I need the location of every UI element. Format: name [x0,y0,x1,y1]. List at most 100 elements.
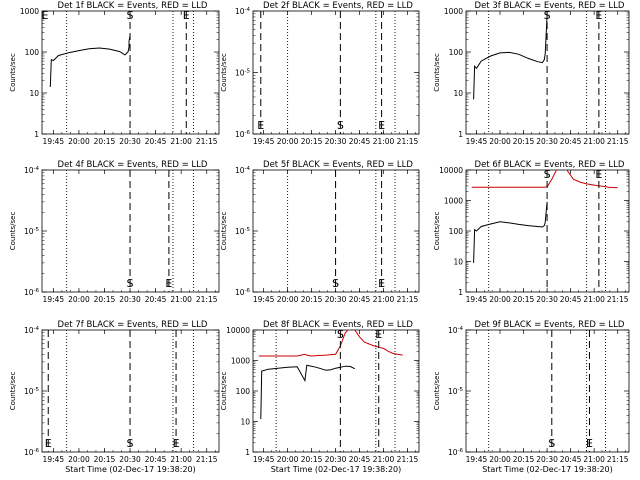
x-tick-label: 21:00 [373,137,395,146]
x-tick-label: 21:00 [373,455,395,464]
x-tick-label: 20:45 [145,295,167,304]
x-tick-label: 20:30 [119,295,141,304]
y-tick-label: 10 [29,89,39,98]
events-series-line [473,201,548,263]
y-tick-label: 10-6 [448,448,464,457]
x-tick-label: 20:00 [277,137,299,146]
chart-title: Det 9f BLACK = Events, RED = LLD [475,320,625,330]
x-tick-label: 21:15 [397,295,419,304]
x-tick-label: 20:00 [68,455,90,464]
plot-frame [465,329,630,453]
y-tick-label: 10 [453,258,463,267]
event-marker-label: S [127,9,134,22]
event-marker-label: S [332,277,339,290]
y-tick-label: 1 [34,130,39,139]
plot-frame [252,329,420,453]
event-marker-label: E [375,328,382,341]
x-tick-label: 20:00 [489,295,511,304]
x-tick-label: 19:45 [43,137,65,146]
x-tick-label: 20:30 [536,455,558,464]
x-tick-label: 20:00 [489,455,511,464]
chart-panel-6: Det 6f BLACK = Events, RED = LLD Counts/s… [433,160,630,304]
x-tick-label: 20:15 [94,295,116,304]
event-marker-label: E [165,277,172,290]
event-marker-label: E [42,9,49,22]
y-axis-label: Counts/sec [433,212,441,251]
y-tick-label: 10 [453,89,463,98]
x-tick-label: 20:00 [277,455,299,464]
x-tick-label: 19:45 [253,295,275,304]
x-tick-label: 21:15 [196,137,218,146]
x-tick-label: 21:00 [170,455,192,464]
y-tick-label: 100 [449,227,464,236]
y-tick-label: 10-5 [448,387,464,396]
y-tick-label: 1 [458,288,463,297]
event-marker-label: S [127,277,134,290]
x-tick-label: 20:30 [119,455,141,464]
y-axis-label: Counts/sec [433,372,441,411]
x-tick-label: 20:15 [513,455,535,464]
x-tick-label: 20:15 [94,137,116,146]
x-tick-label: 20:45 [349,455,371,464]
x-axis-label: Start Time (02-Dec-17 19:38:20) [482,465,613,474]
x-tick-label: 21:15 [196,295,218,304]
x-tick-label: 20:45 [349,295,371,304]
x-tick-label: 20:15 [513,137,535,146]
y-tick-label: 1000 [444,197,463,206]
event-marker-label: E [378,119,385,132]
event-marker-label: S [337,119,344,132]
x-tick-label: 20:45 [145,137,167,146]
x-tick-label: 19:45 [466,455,488,464]
y-tick-label: 10-4 [448,326,464,335]
y-axis-label: Counts/sec [220,372,228,411]
event-marker-label: E [257,119,264,132]
chart-title: Det 5f BLACK = Events, RED = LLD [263,160,413,170]
y-tick-label: 1 [245,448,250,457]
chart-title: Det 6f BLACK = Events, RED = LLD [475,160,625,170]
event-marker-label: E [45,437,52,450]
x-tick-label: 20:30 [536,295,558,304]
y-tick-label: 1000 [231,357,250,366]
x-tick-label: 21:15 [607,137,629,146]
x-tick-label: 20:30 [536,137,558,146]
x-tick-label: 19:45 [253,137,275,146]
y-axis-label: Counts/sec [220,212,228,251]
y-tick-label: 10-6 [24,288,40,297]
x-tick-label: 20:30 [325,295,347,304]
x-tick-label: 20:15 [301,137,323,146]
y-tick-label: 10-5 [24,387,40,396]
x-tick-label: 21:15 [397,137,419,146]
chart-panel-5: Det 5f BLACK = Events, RED = LLD Counts/s… [220,160,420,304]
event-marker-label: S [127,437,134,450]
y-tick-label: 1000 [444,7,463,16]
y-tick-label: 10-5 [235,227,251,236]
event-marker-label: S [544,168,551,181]
x-tick-label: 20:00 [68,137,90,146]
x-tick-label: 21:00 [583,455,605,464]
x-tick-label: 20:15 [301,295,323,304]
x-tick-label: 20:15 [513,295,535,304]
x-tick-label: 20:30 [325,137,347,146]
x-tick-label: 20:30 [325,455,347,464]
x-tick-label: 21:15 [196,455,218,464]
x-tick-label: 20:45 [560,455,582,464]
x-tick-label: 20:00 [68,295,90,304]
chart-panel-3: Det 3f BLACK = Events, RED = LLD Counts/s… [433,1,630,146]
y-tick-label: 10-6 [24,448,40,457]
x-tick-label: 20:45 [145,455,167,464]
event-marker-label: E [595,9,602,22]
x-tick-label: 20:15 [301,455,323,464]
y-axis-label: Counts/sec [433,53,441,92]
x-tick-label: 20:45 [560,295,582,304]
x-tick-label: 20:15 [94,455,116,464]
chart-panel-1: Det 1f BLACK = Events, RED = LLD Counts/s… [9,1,220,146]
events-series-line [49,35,131,88]
event-marker-label: S [548,437,555,450]
event-marker-label: E [183,9,190,22]
y-axis-label: Counts/sec [9,53,17,92]
chart-title: Det 1f BLACK = Events, RED = LLD [58,1,208,11]
plot-frame [252,10,420,135]
x-tick-label: 21:00 [170,295,192,304]
x-tick-label: 19:45 [466,137,488,146]
